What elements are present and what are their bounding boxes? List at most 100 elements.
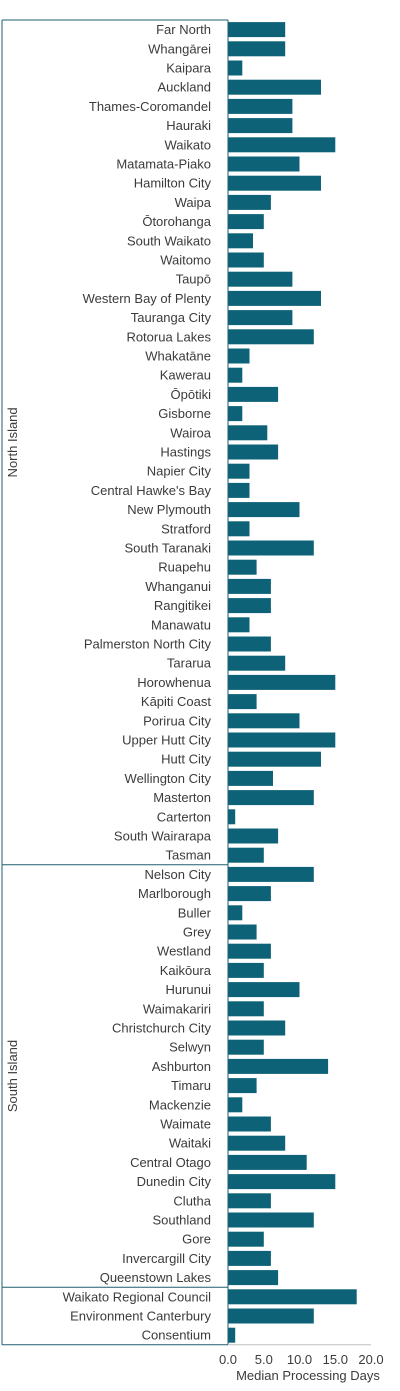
bar bbox=[228, 694, 257, 710]
category-label: South Wairarapa bbox=[114, 829, 212, 844]
x-axis-label: Median Processing Days bbox=[236, 1368, 380, 1383]
category-label: Palmerston North City bbox=[84, 637, 212, 652]
category-label: Invercargill City bbox=[122, 1251, 211, 1266]
category-label: Masterton bbox=[153, 790, 211, 805]
category-label: Hutt City bbox=[161, 752, 211, 767]
category-label: Nelson City bbox=[145, 867, 212, 882]
bar bbox=[228, 1058, 329, 1074]
category-label: Central Hawke's Bay bbox=[91, 483, 212, 498]
bar bbox=[228, 1116, 271, 1132]
category-label: Whakatāne bbox=[145, 349, 211, 364]
category-label: Western Bay of Plenty bbox=[83, 291, 212, 306]
category-label: Dunedin City bbox=[137, 1174, 212, 1189]
category-label: Wairoa bbox=[170, 425, 211, 440]
category-label: Gore bbox=[182, 1232, 211, 1247]
bar bbox=[228, 1001, 264, 1017]
category-label: Matamata-Piako bbox=[116, 157, 211, 172]
category-label: Tararua bbox=[167, 656, 212, 671]
category-label: Westland bbox=[157, 944, 211, 959]
bar bbox=[228, 22, 286, 38]
bar bbox=[228, 924, 257, 940]
group-label: North Island bbox=[5, 407, 20, 477]
bar bbox=[228, 905, 243, 921]
bar bbox=[228, 828, 279, 844]
category-label: Grey bbox=[183, 925, 212, 940]
bar bbox=[228, 1231, 264, 1247]
bar bbox=[228, 98, 293, 114]
bar bbox=[228, 118, 293, 134]
category-label: Selwyn bbox=[169, 1040, 211, 1055]
category-label: Carterton bbox=[157, 809, 211, 824]
bar bbox=[228, 809, 236, 825]
category-label: Wellington City bbox=[125, 771, 212, 786]
bar bbox=[228, 617, 250, 633]
x-tick-label: 15.0 bbox=[323, 1352, 348, 1367]
bar bbox=[228, 732, 336, 748]
category-label: Kaikōura bbox=[160, 963, 212, 978]
bar bbox=[228, 886, 271, 902]
bar bbox=[228, 1250, 271, 1266]
category-label: New Plymouth bbox=[127, 502, 211, 517]
category-label: Upper Hutt City bbox=[122, 733, 211, 748]
bar bbox=[228, 252, 264, 268]
category-label: Whangārei bbox=[148, 41, 211, 56]
bar bbox=[228, 636, 271, 652]
category-label: South Waikato bbox=[127, 233, 211, 248]
x-tick-labels-layer: 0.0 5.0 10.0 15.0 20.0 bbox=[219, 1352, 384, 1367]
bar bbox=[228, 367, 243, 383]
bar bbox=[228, 1289, 357, 1305]
group-separators-layer bbox=[1, 19, 228, 1346]
category-label: Hauraki bbox=[166, 118, 211, 133]
bar bbox=[228, 713, 300, 729]
bar bbox=[228, 1327, 236, 1343]
category-label: Ōpōtiki bbox=[171, 387, 212, 402]
bar bbox=[228, 406, 243, 422]
category-label: Whanganui bbox=[145, 579, 211, 594]
bar bbox=[228, 60, 243, 76]
category-label: Thames-Coromandel bbox=[89, 99, 211, 114]
category-label: Tauranga City bbox=[131, 310, 212, 325]
category-label: Far North bbox=[156, 22, 211, 37]
category-label: Environment Canterbury bbox=[70, 1309, 211, 1324]
x-tick-label: 10.0 bbox=[287, 1352, 312, 1367]
bar bbox=[228, 540, 314, 556]
category-label: Waimate bbox=[160, 1117, 211, 1132]
bar bbox=[228, 751, 321, 767]
bar bbox=[228, 847, 264, 863]
category-label: Consentium bbox=[142, 1328, 211, 1343]
bar bbox=[228, 194, 271, 210]
bar bbox=[228, 1078, 257, 1094]
bar bbox=[228, 1212, 314, 1228]
bar bbox=[228, 770, 273, 786]
category-label: Waikato Regional Council bbox=[63, 1289, 211, 1304]
category-label: Kawerau bbox=[160, 368, 211, 383]
category-label: Manawatu bbox=[151, 617, 211, 632]
category-label: Mackenzie bbox=[149, 1097, 211, 1112]
bar bbox=[228, 271, 293, 287]
bar bbox=[228, 1270, 279, 1286]
category-label: Clutha bbox=[173, 1193, 211, 1208]
category-label: Gisborne bbox=[158, 406, 211, 421]
category-label: Hastings bbox=[160, 445, 211, 460]
bar bbox=[228, 1020, 286, 1036]
category-label: Hurunui bbox=[165, 982, 211, 997]
bar bbox=[228, 310, 293, 326]
bar bbox=[228, 1193, 271, 1209]
bar bbox=[228, 290, 321, 306]
category-label: Tasman bbox=[165, 848, 211, 863]
category-label: Waitomo bbox=[160, 253, 211, 268]
bar bbox=[228, 137, 336, 153]
category-label: Napier City bbox=[147, 464, 212, 479]
bar bbox=[228, 502, 300, 518]
category-label: Kāpiti Coast bbox=[141, 694, 211, 709]
category-label: Christchurch City bbox=[112, 1021, 211, 1036]
group-labels-layer: North Island South Island bbox=[5, 407, 20, 1112]
category-label: Rangitikei bbox=[154, 598, 211, 613]
bar bbox=[228, 425, 268, 441]
bar bbox=[228, 1174, 336, 1190]
category-label: Southland bbox=[152, 1213, 211, 1228]
bar bbox=[228, 482, 250, 498]
bar bbox=[228, 444, 279, 460]
category-label: Porirua City bbox=[143, 713, 211, 728]
category-label: Stratford bbox=[161, 521, 211, 536]
